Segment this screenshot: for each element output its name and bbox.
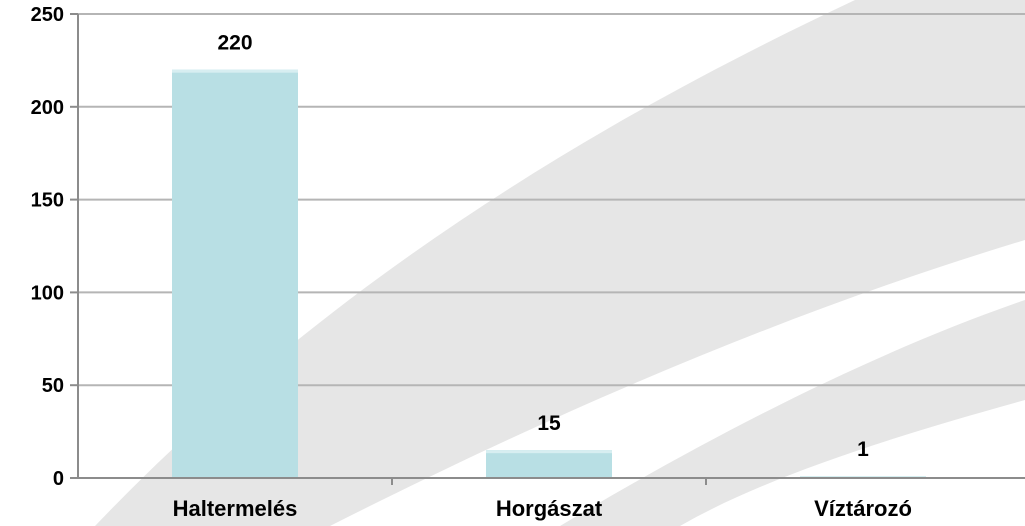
y-tick-label: 0	[53, 468, 64, 490]
x-axis-labels: Haltermelés Horgászat Víztározó	[173, 496, 912, 521]
data-label: 1	[857, 438, 869, 461]
background-decoration	[95, 0, 1025, 526]
background-band-upper	[95, 0, 1025, 526]
bar	[172, 69, 298, 479]
bar-top-highlight	[486, 450, 612, 454]
bar	[486, 450, 612, 478]
data-label: 15	[537, 412, 561, 435]
data-label: 220	[217, 32, 252, 55]
y-tick-label: 150	[31, 190, 64, 212]
x-category-label: Víztározó	[814, 496, 912, 521]
data-labels: 220 15 1	[217, 32, 869, 461]
x-category-label: Horgászat	[496, 496, 603, 521]
axes	[77, 14, 1025, 485]
y-tick-label: 200	[31, 97, 64, 119]
y-tick-label: 250	[31, 4, 64, 26]
y-axis-ticks: 0 50 100 150 200 250	[31, 4, 78, 490]
bar-top-highlight	[172, 69, 298, 73]
y-tick-label: 100	[31, 282, 64, 304]
x-category-label: Haltermelés	[173, 496, 298, 521]
y-tick-label: 50	[42, 375, 64, 397]
background-band-lower	[560, 300, 1025, 526]
